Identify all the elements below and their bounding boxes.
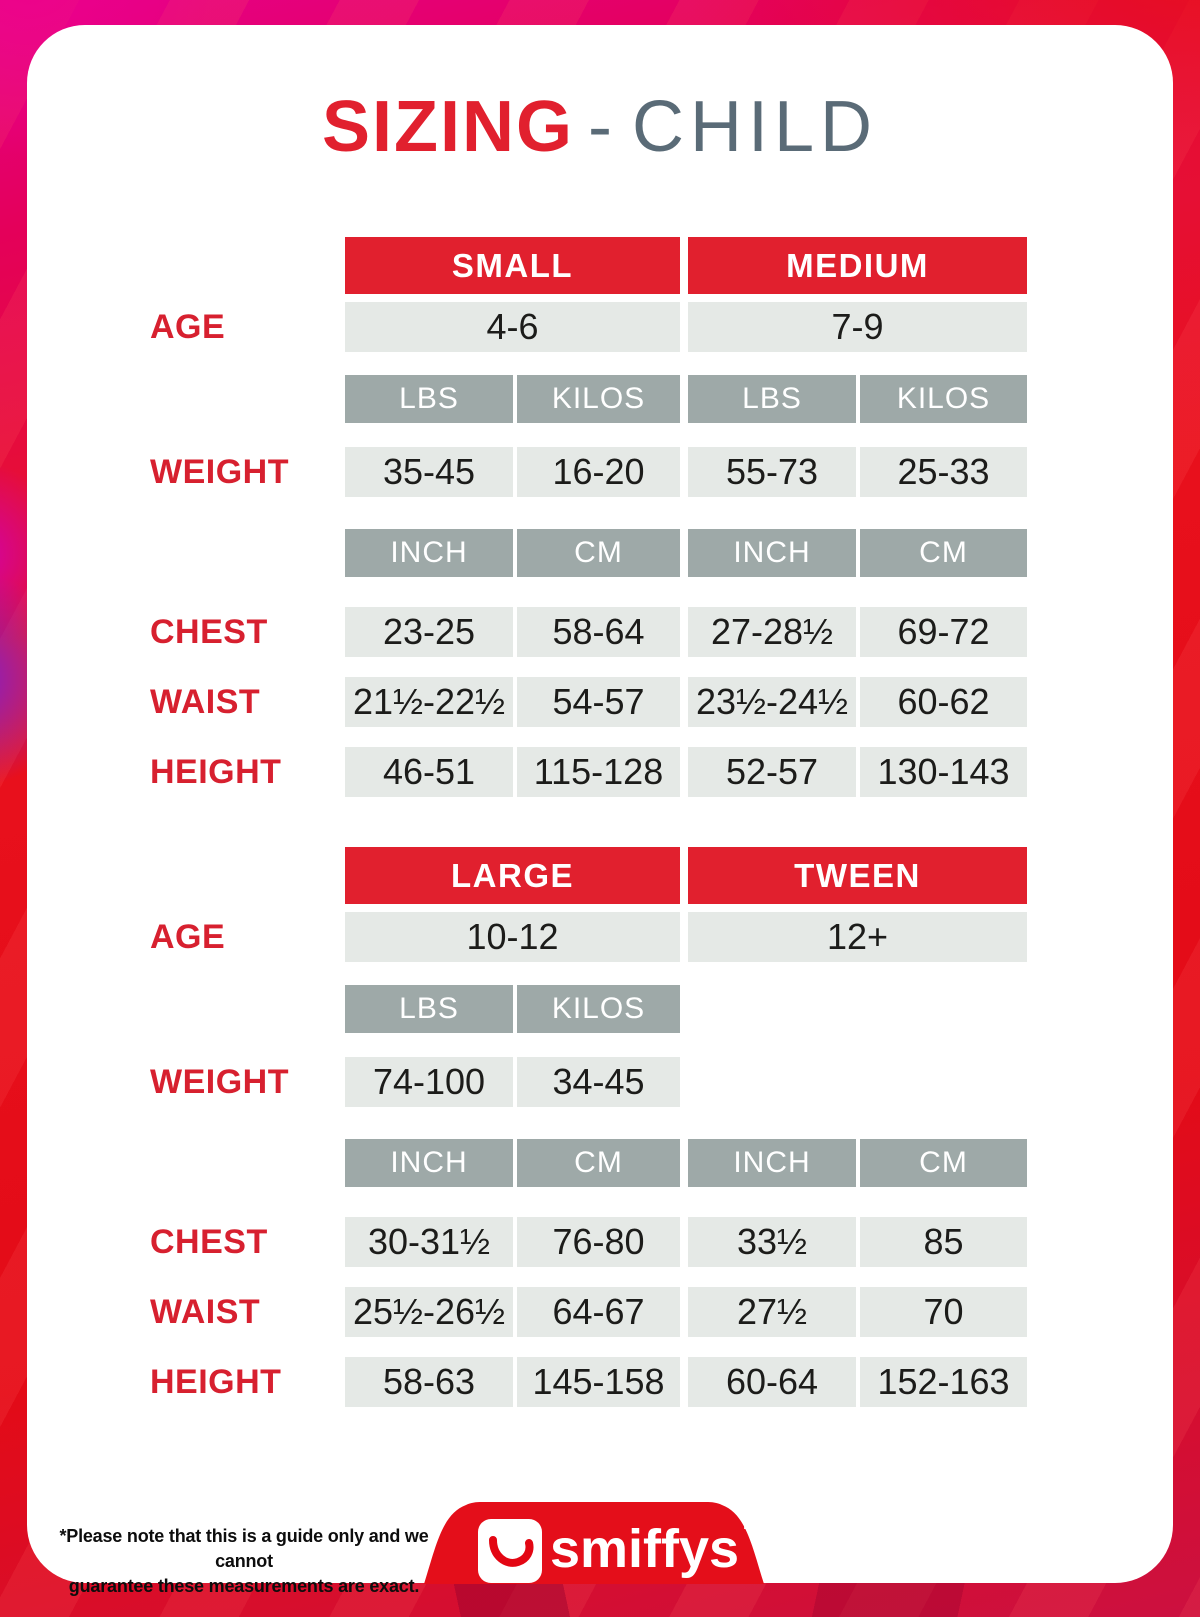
- unit-header-lbs-small: LBS: [345, 375, 513, 423]
- height-cell: 145-158: [517, 1357, 680, 1407]
- height-cell: 152-163: [860, 1357, 1027, 1407]
- waist-cell: 21½-22½: [345, 677, 513, 727]
- unit-header-inch-large: INCH: [345, 1139, 513, 1187]
- title-child: CHILD: [631, 87, 879, 167]
- chest-cell: 30-31½: [345, 1217, 513, 1267]
- weight-cell: 74-100: [345, 1057, 513, 1107]
- age-cell-tween: 12+: [688, 912, 1027, 962]
- row-label-weight: WEIGHT: [150, 452, 289, 491]
- waist-cell: 64-67: [517, 1287, 680, 1337]
- unit-header-cm-medium: CM: [860, 529, 1027, 577]
- row-label-height: HEIGHT: [150, 1362, 282, 1401]
- smiffys-smile-icon: [478, 1519, 542, 1583]
- age-cell-medium: 7-9: [688, 302, 1027, 352]
- smiffys-logo-tab: smiffys TM: [424, 1502, 764, 1584]
- chest-cell: 27-28½: [688, 607, 856, 657]
- waist-cell: 23½-24½: [688, 677, 856, 727]
- title-dash: -: [587, 87, 618, 167]
- disclaimer-note: *Please note that this is a guide only a…: [40, 1524, 448, 1599]
- chest-cell: 58-64: [517, 607, 680, 657]
- weight-cell: 55-73: [688, 447, 856, 497]
- height-cell: 115-128: [517, 747, 680, 797]
- waist-cell: 27½: [688, 1287, 856, 1337]
- waist-cell: 54-57: [517, 677, 680, 727]
- size-header-small: SMALL: [345, 237, 680, 294]
- weight-cell: 16-20: [517, 447, 680, 497]
- size-header-medium: MEDIUM: [688, 237, 1027, 294]
- row-label-weight: WEIGHT: [150, 1062, 289, 1101]
- unit-header-lbs-large: LBS: [345, 985, 513, 1033]
- unit-header-inch-medium: INCH: [688, 529, 856, 577]
- trademark-symbol: TM: [741, 1517, 760, 1532]
- smile-glyph: [489, 1536, 534, 1567]
- unit-header-kilos-large: KILOS: [517, 985, 680, 1033]
- chest-cell: 23-25: [345, 607, 513, 657]
- weight-cell: 25-33: [860, 447, 1027, 497]
- age-cell-small: 4-6: [345, 302, 680, 352]
- height-cell: 46-51: [345, 747, 513, 797]
- unit-header-lbs-medium: LBS: [688, 375, 856, 423]
- chest-cell: 69-72: [860, 607, 1027, 657]
- unit-header-inch-tween: INCH: [688, 1139, 856, 1187]
- row-label-age: AGE: [150, 917, 226, 956]
- size-header-tween: TWEEN: [688, 847, 1027, 904]
- brand-text: smiffys: [550, 1519, 740, 1579]
- brand-wordmark: smiffys TM: [550, 1518, 760, 1576]
- unit-header-kilos-small: KILOS: [517, 375, 680, 423]
- height-cell: 60-64: [688, 1357, 856, 1407]
- weight-cell: 35-45: [345, 447, 513, 497]
- unit-header-kilos-medium: KILOS: [860, 375, 1027, 423]
- waist-cell: 60-62: [860, 677, 1027, 727]
- chest-cell: 33½: [688, 1217, 856, 1267]
- row-label-chest: CHEST: [150, 1222, 268, 1261]
- unit-header-cm-small: CM: [517, 529, 680, 577]
- row-label-height: HEIGHT: [150, 752, 282, 791]
- disclaimer-line-1: *Please note that this is a guide only a…: [59, 1526, 429, 1571]
- height-cell: 52-57: [688, 747, 856, 797]
- unit-header-cm-large: CM: [517, 1139, 680, 1187]
- row-label-chest: CHEST: [150, 612, 268, 651]
- age-cell-large: 10-12: [345, 912, 680, 962]
- waist-cell: 70: [860, 1287, 1027, 1337]
- title-sizing: SIZING: [321, 87, 574, 167]
- row-label-age: AGE: [150, 307, 226, 346]
- chest-cell: 76-80: [517, 1217, 680, 1267]
- height-cell: 130-143: [860, 747, 1027, 797]
- weight-cell: 34-45: [517, 1057, 680, 1107]
- row-label-waist: WAIST: [150, 682, 261, 721]
- unit-header-inch-small: INCH: [345, 529, 513, 577]
- page-title: SIZING - CHILD: [0, 88, 1200, 166]
- row-label-waist: WAIST: [150, 1292, 261, 1331]
- size-header-large: LARGE: [345, 847, 680, 904]
- disclaimer-line-2: guarantee these measurements are exact.: [68, 1576, 420, 1596]
- unit-header-cm-tween: CM: [860, 1139, 1027, 1187]
- chest-cell: 85: [860, 1217, 1027, 1267]
- waist-cell: 25½-26½: [345, 1287, 513, 1337]
- height-cell: 58-63: [345, 1357, 513, 1407]
